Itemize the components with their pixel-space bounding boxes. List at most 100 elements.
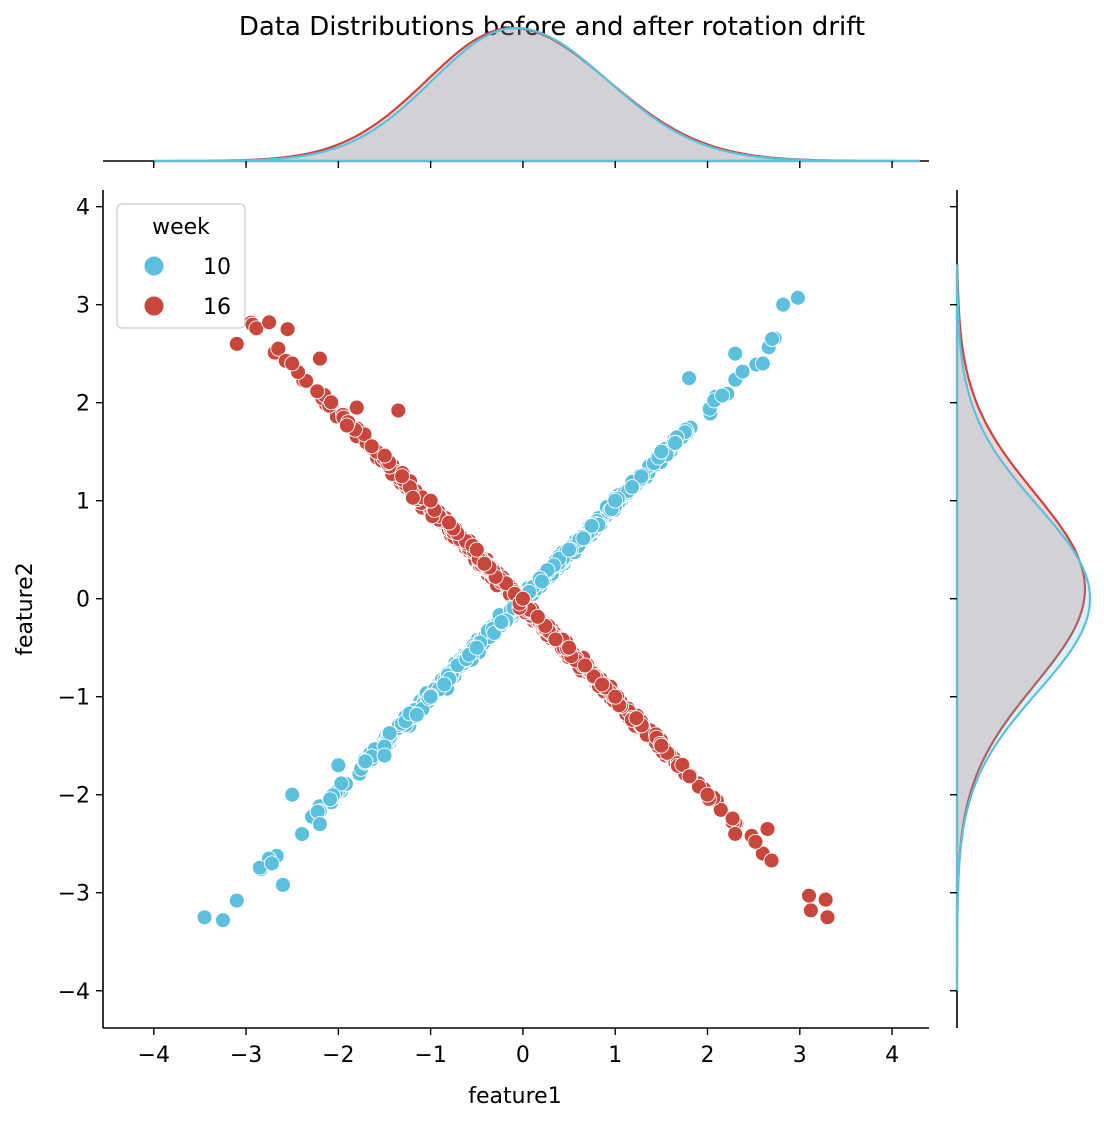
scatter-point-10 xyxy=(575,530,592,547)
scatter-point-16 xyxy=(248,320,265,337)
scatter-point-16 xyxy=(228,335,245,352)
scatter-point-10 xyxy=(322,791,339,808)
y-tick-label: −3 xyxy=(58,882,90,907)
scatter-point-10 xyxy=(422,688,439,705)
scatter-point-16 xyxy=(363,438,380,455)
scatter-point-16 xyxy=(441,514,457,531)
legend-swatch-10 xyxy=(143,255,165,277)
scatter-point-16 xyxy=(561,639,578,656)
y-tick-label: 4 xyxy=(76,196,90,221)
scatter-point-10 xyxy=(311,816,328,833)
scatter-point-16 xyxy=(390,402,407,419)
x-tick-label: −1 xyxy=(414,1043,446,1068)
scatter-point-16 xyxy=(819,909,836,926)
scatter-point-10 xyxy=(381,725,398,742)
scatter-point-16 xyxy=(763,852,780,869)
scatter-point-10 xyxy=(263,855,280,872)
scatter-point-16 xyxy=(724,810,741,827)
scatter-point-16 xyxy=(529,608,546,625)
scatter-point-10 xyxy=(330,757,347,774)
scatter-point-10 xyxy=(667,435,684,452)
scatter-point-16 xyxy=(323,394,340,411)
scatter-point-16 xyxy=(699,786,716,803)
scatter-point-10 xyxy=(624,479,641,496)
top-marginal-kde xyxy=(103,26,929,163)
scatter-point-16 xyxy=(405,489,421,506)
kde-top-10 xyxy=(153,26,920,163)
scatter-point-10 xyxy=(196,909,213,926)
x-tick-label: −4 xyxy=(138,1043,170,1068)
scatter-point-16 xyxy=(514,590,531,607)
scatter-point-10 xyxy=(681,370,697,387)
x-tick-label: 4 xyxy=(885,1043,899,1068)
scatter-points xyxy=(196,289,836,929)
y-tick-label: −2 xyxy=(58,784,90,809)
y-tick-label: 2 xyxy=(76,392,90,417)
scatter-point-16 xyxy=(468,541,485,558)
main-axes xyxy=(102,190,929,1029)
scatter-point-10 xyxy=(275,876,291,893)
legend-label-16: 16 xyxy=(203,295,231,320)
scatter-point-16 xyxy=(261,314,278,331)
scatter-point-16 xyxy=(802,902,819,919)
legend-label-10: 10 xyxy=(203,255,231,280)
x-tick-label: −3 xyxy=(230,1043,262,1068)
scatter-point-10 xyxy=(294,826,311,842)
scatter-point-10 xyxy=(653,443,670,460)
scatter-point-16 xyxy=(801,887,817,904)
scatter-point-16 xyxy=(727,825,744,842)
x-tick-label: 1 xyxy=(608,1043,622,1068)
scatter-point-10 xyxy=(493,614,510,630)
scatter-point-16 xyxy=(422,492,439,509)
scatter-point-10 xyxy=(333,775,350,792)
scatter-point-10 xyxy=(376,747,393,764)
y-tick-label: 0 xyxy=(76,588,90,613)
scatter-point-16 xyxy=(628,710,645,727)
scatter-point-10 xyxy=(607,492,624,509)
scatter-point-16 xyxy=(747,833,764,850)
scatter-point-10 xyxy=(533,573,550,590)
scatter-point-16 xyxy=(270,340,287,357)
scatter-point-16 xyxy=(394,468,411,485)
scatter-point-10 xyxy=(436,676,453,693)
scatter-point-10 xyxy=(583,517,600,534)
scatter-point-16 xyxy=(759,821,776,837)
scatter-point-10 xyxy=(727,345,744,362)
scatter-point-10 xyxy=(228,892,245,909)
scatter-point-10 xyxy=(215,912,231,929)
scatter-point-10 xyxy=(408,706,425,723)
y-tick-label: −1 xyxy=(58,686,90,711)
scatter-point-16 xyxy=(547,631,564,648)
y-ticks: −4 −3 −2 −1 0 1 2 3 4 xyxy=(58,196,957,1005)
right-marginal-kde xyxy=(955,190,1092,1028)
y-tick-label: −4 xyxy=(58,980,90,1005)
scatter-point-10 xyxy=(468,639,485,656)
scatter-point-16 xyxy=(284,355,301,372)
scatter-point-10 xyxy=(754,355,771,372)
scatter-point-10 xyxy=(561,541,578,558)
x-axis-label: feature1 xyxy=(468,1084,561,1109)
legend-swatch-16 xyxy=(143,295,165,317)
scatter-point-16 xyxy=(338,417,355,434)
scatter-point-10 xyxy=(764,331,781,347)
scatter-point-16 xyxy=(712,801,729,818)
scatter-point-16 xyxy=(817,891,834,908)
kde-right-10 xyxy=(955,264,1092,991)
scatter-point-16 xyxy=(348,399,365,416)
scatter-point-10 xyxy=(734,363,751,380)
scatter-point-16 xyxy=(309,383,326,400)
scatter-point-16 xyxy=(653,737,670,754)
scatter-point-16 xyxy=(311,350,328,367)
scatter-point-16 xyxy=(476,555,493,572)
legend: week 10 16 xyxy=(116,203,246,329)
scatter-point-16 xyxy=(577,657,593,674)
scatter-point-16 xyxy=(681,768,698,785)
scatter-point-10 xyxy=(714,387,731,404)
scatter-point-10 xyxy=(357,753,374,770)
scatter-point-10 xyxy=(284,786,301,803)
scatter-point-16 xyxy=(376,447,393,464)
x-ticks: −4 −3 −2 −1 0 1 2 3 4 xyxy=(138,161,899,1068)
y-tick-label: 1 xyxy=(76,490,90,515)
